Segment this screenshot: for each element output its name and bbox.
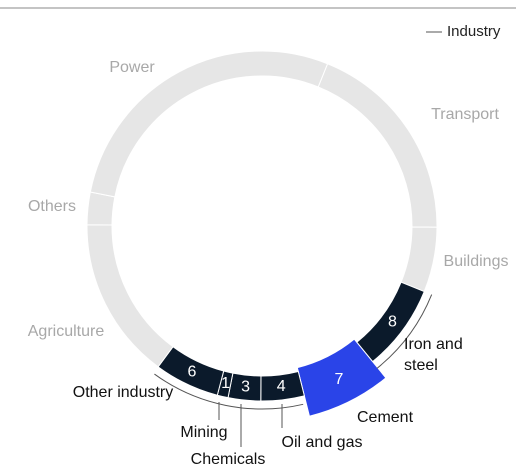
category-label: Transport bbox=[431, 106, 499, 123]
category-label: Cement bbox=[357, 409, 414, 426]
category-label: Power bbox=[109, 59, 155, 76]
category-label: Iron and steel bbox=[404, 336, 463, 374]
donut-segment bbox=[317, 63, 438, 228]
donut-segment bbox=[89, 50, 329, 198]
category-label: Agriculture bbox=[28, 323, 105, 340]
legend-label: Industry bbox=[447, 23, 501, 40]
donut-segment bbox=[400, 226, 438, 293]
value-label: 1 bbox=[221, 375, 230, 392]
industry-bracket bbox=[376, 294, 433, 369]
category-label: Mining bbox=[180, 424, 227, 441]
category-label: Oil and gas bbox=[282, 434, 363, 451]
donut-segment bbox=[86, 191, 116, 226]
category-label: Other industry bbox=[73, 384, 173, 401]
value-label: 6 bbox=[188, 363, 197, 380]
value-label: 4 bbox=[277, 378, 286, 395]
category-label: Others bbox=[28, 198, 76, 215]
value-label: 7 bbox=[335, 371, 344, 388]
donut-segment bbox=[86, 224, 174, 368]
category-label: Chemicals bbox=[191, 451, 266, 468]
value-label: 3 bbox=[241, 378, 250, 395]
category-label: Buildings bbox=[444, 253, 509, 270]
value-label: 8 bbox=[388, 313, 397, 330]
industry-bracket bbox=[154, 373, 304, 410]
